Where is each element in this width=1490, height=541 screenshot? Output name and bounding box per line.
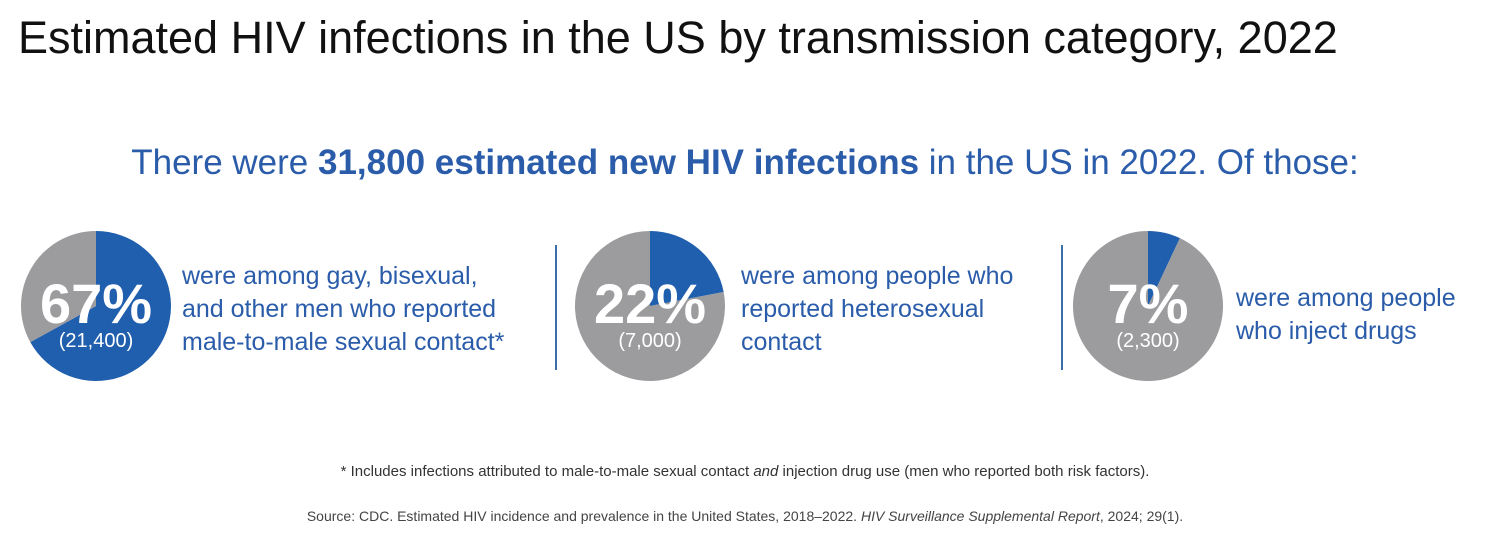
footnote-post: injection drug use (men who reported bot… [778,463,1150,480]
pie-slice-rest [21,231,97,343]
pie-slice-rest [1073,231,1223,381]
percent-label: 67% [39,272,153,335]
description-line: were among people [1236,284,1456,312]
page-title: Estimated HIV infections in the US by tr… [18,12,1338,63]
source: Source: CDC. Estimated HIV incidence and… [0,508,1490,524]
pie-svg [575,231,725,381]
description-line: were among gay, bisexual, [182,262,478,290]
footnote-italic: and [753,463,779,480]
count-label: (7,000) [618,330,682,352]
divider [555,245,557,370]
pie-slice-highlight [650,231,724,306]
headline-pre: There were [131,143,318,182]
divider [1061,245,1063,370]
description-msm: were among gay, bisexual, and other men … [182,260,504,359]
pie-slice-highlight [30,231,172,381]
source-italic: HIV Surveillance Supplemental Report [860,508,1100,524]
description-line: and other men who reported [182,295,497,323]
pie-slice-highlight [1148,231,1180,306]
pie-chart-idu: 7% (2,300) [1072,230,1224,382]
description-line: male-to-male sexual contact* [182,328,505,356]
percent-label: 7% [1107,272,1189,335]
percent-label: 22% [593,272,707,335]
headline-post: in the US in 2022. Of those: [919,143,1359,182]
pie-slice-rest [575,231,725,381]
description-line: who inject drugs [1236,317,1417,345]
pie-svg [1073,231,1223,381]
pie-chart-msm: 67% (21,400) [20,230,172,382]
description-idu: were among people who inject drugs [1236,282,1456,348]
description-heterosexual: were among people who reported heterosex… [741,260,1013,359]
headline-bold: 31,800 estimated new HIV infections [317,143,920,182]
description-line: reported heterosexual [741,295,985,323]
footnote-pre: * Includes infections attributed to male… [340,463,754,480]
count-label: (21,400) [58,330,134,352]
description-line: were among people who [741,262,1014,290]
description-line: contact [741,328,822,356]
headline: There were 31,800 estimated new HIV infe… [0,143,1490,183]
pie-chart-heterosexual: 22% (7,000) [574,230,726,382]
source-post: , 2024; 29(1). [1099,508,1184,524]
pie-svg [21,231,172,381]
count-label: (2,300) [1116,330,1180,352]
source-pre: Source: CDC. Estimated HIV incidence and… [306,508,861,524]
footnote: * Includes infections attributed to male… [0,463,1490,480]
